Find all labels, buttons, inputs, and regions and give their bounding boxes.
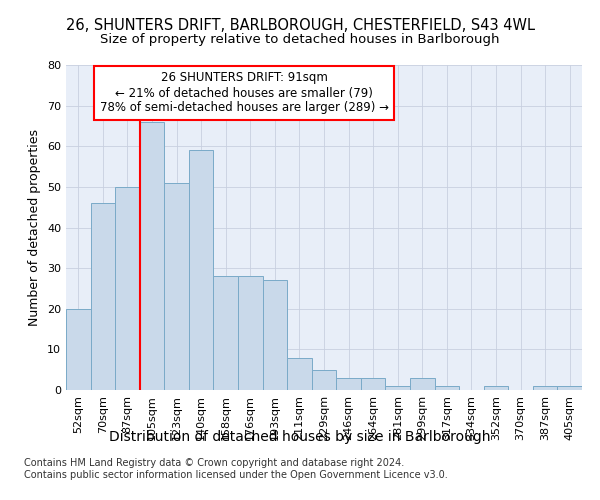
Bar bbox=[410, 378, 434, 390]
Bar bbox=[557, 386, 582, 390]
Bar bbox=[115, 187, 140, 390]
Bar bbox=[238, 276, 263, 390]
Bar bbox=[287, 358, 312, 390]
Text: Distribution of detached houses by size in Barlborough: Distribution of detached houses by size … bbox=[109, 430, 491, 444]
Bar bbox=[164, 183, 189, 390]
Text: 26 SHUNTERS DRIFT: 91sqm
← 21% of detached houses are smaller (79)
78% of semi-d: 26 SHUNTERS DRIFT: 91sqm ← 21% of detach… bbox=[100, 72, 389, 114]
Bar bbox=[434, 386, 459, 390]
Bar bbox=[484, 386, 508, 390]
Bar bbox=[140, 122, 164, 390]
Bar bbox=[189, 150, 214, 390]
Bar bbox=[91, 203, 115, 390]
Bar bbox=[533, 386, 557, 390]
Text: Size of property relative to detached houses in Barlborough: Size of property relative to detached ho… bbox=[100, 32, 500, 46]
Bar bbox=[66, 308, 91, 390]
Y-axis label: Number of detached properties: Number of detached properties bbox=[28, 129, 41, 326]
Text: Contains HM Land Registry data © Crown copyright and database right 2024.
Contai: Contains HM Land Registry data © Crown c… bbox=[24, 458, 448, 480]
Bar bbox=[336, 378, 361, 390]
Bar bbox=[312, 370, 336, 390]
Bar bbox=[385, 386, 410, 390]
Bar bbox=[214, 276, 238, 390]
Bar bbox=[361, 378, 385, 390]
Text: 26, SHUNTERS DRIFT, BARLBOROUGH, CHESTERFIELD, S43 4WL: 26, SHUNTERS DRIFT, BARLBOROUGH, CHESTER… bbox=[65, 18, 535, 32]
Bar bbox=[263, 280, 287, 390]
